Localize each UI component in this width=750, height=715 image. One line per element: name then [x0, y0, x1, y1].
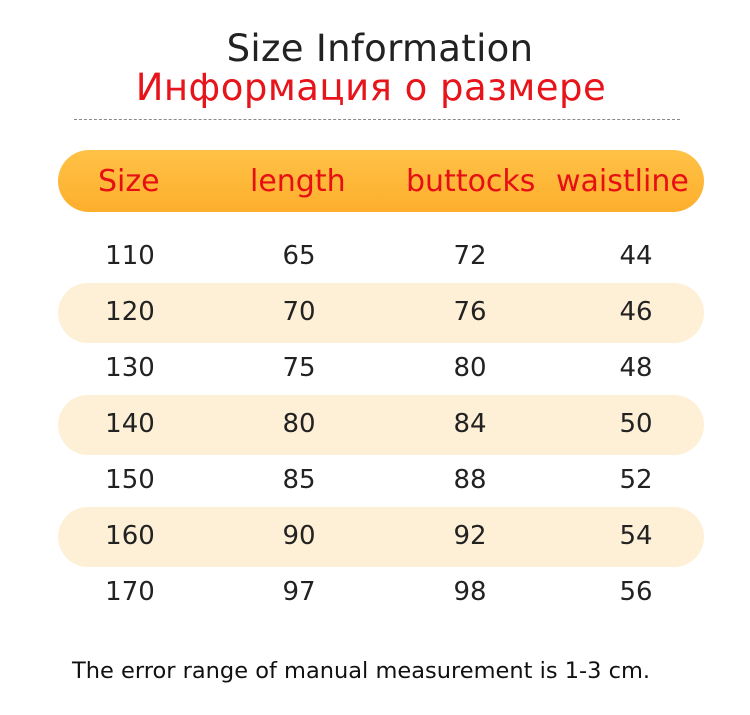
cell-buttocks: 84 — [453, 409, 487, 439]
header-waistline: waistline — [556, 164, 689, 199]
title-russian: Информация о размере — [135, 66, 607, 109]
cell-waistline: 56 — [619, 577, 653, 607]
header-size: Size — [98, 164, 160, 199]
header-buttocks: buttocks — [406, 164, 536, 199]
cell-buttocks: 92 — [453, 521, 487, 551]
cell-length: 85 — [282, 465, 316, 495]
cell-buttocks: 98 — [453, 577, 487, 607]
header-length: length — [250, 164, 346, 199]
cell-buttocks: 80 — [453, 353, 487, 383]
cell-size: 160 — [105, 521, 155, 551]
cell-length: 90 — [282, 521, 316, 551]
measurement-note: The error range of manual measurement is… — [72, 658, 651, 684]
cell-length: 70 — [282, 297, 316, 327]
cell-waistline: 52 — [619, 465, 653, 495]
cell-size: 140 — [105, 409, 155, 439]
cell-size: 120 — [105, 297, 155, 327]
table-row-stripe — [58, 507, 704, 567]
title-english: Size Information — [226, 27, 534, 70]
cell-size: 170 — [105, 577, 155, 607]
cell-waistline: 48 — [619, 353, 653, 383]
cell-length: 65 — [282, 241, 316, 271]
cell-buttocks: 88 — [453, 465, 487, 495]
cell-waistline: 46 — [619, 297, 653, 327]
cell-waistline: 44 — [619, 241, 653, 271]
dashed-divider — [74, 119, 680, 120]
cell-size: 150 — [105, 465, 155, 495]
table-row-stripe — [58, 395, 704, 455]
cell-waistline: 50 — [619, 409, 653, 439]
cell-buttocks: 76 — [453, 297, 487, 327]
cell-length: 75 — [282, 353, 316, 383]
cell-length: 97 — [282, 577, 316, 607]
cell-buttocks: 72 — [453, 241, 487, 271]
cell-size: 130 — [105, 353, 155, 383]
table-row-stripe — [58, 283, 704, 343]
cell-length: 80 — [282, 409, 316, 439]
table-header-bar — [58, 150, 704, 212]
cell-size: 110 — [105, 241, 155, 271]
cell-waistline: 54 — [619, 521, 653, 551]
